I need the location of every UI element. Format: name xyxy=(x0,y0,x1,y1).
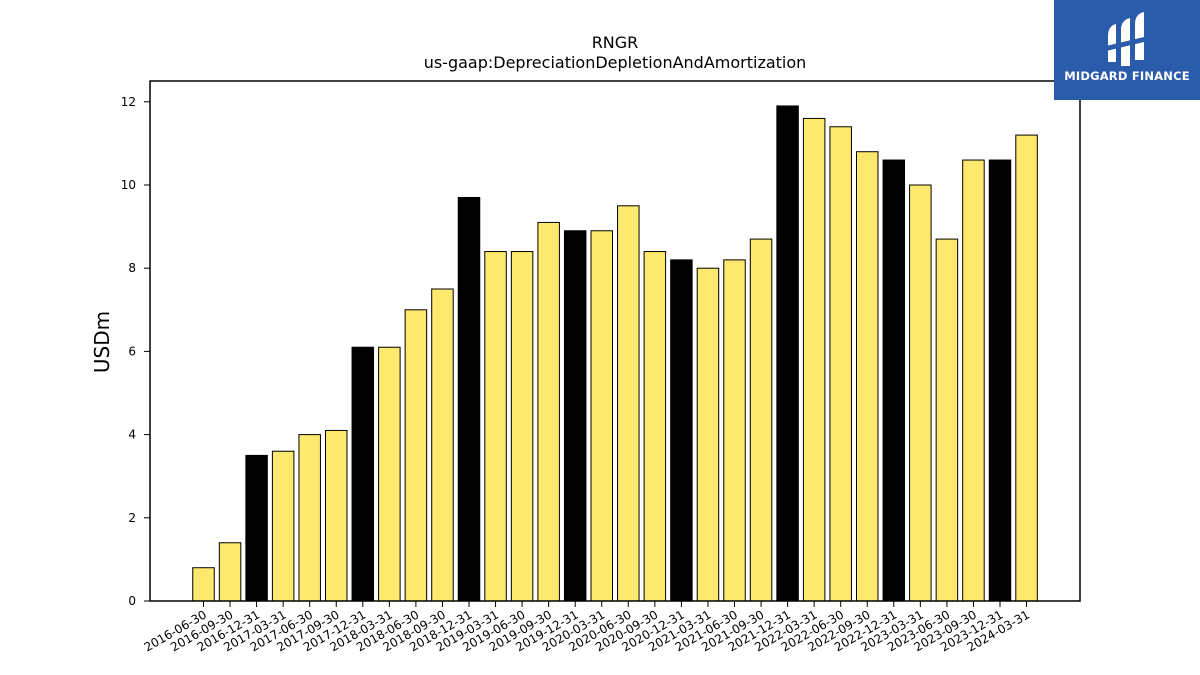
y-tick-label: 6 xyxy=(128,344,136,358)
y-tick-label: 4 xyxy=(128,428,136,442)
bar-2019-09-30 xyxy=(537,221,560,602)
bar-2021-06-30 xyxy=(723,259,746,602)
y-tick-label: 8 xyxy=(128,261,136,275)
y-tick-label: 2 xyxy=(128,511,136,525)
bar-2020-03-31 xyxy=(590,230,613,602)
bar-2024-03-31 xyxy=(1015,134,1038,602)
bar-2018-03-31 xyxy=(378,346,401,602)
x-axis: 2016-06-302016-09-302016-12-312017-03-31… xyxy=(142,601,1032,654)
bar-2017-09-30 xyxy=(325,429,348,602)
bars-group xyxy=(192,105,1038,602)
logo-text: MIDGARD FINANCE xyxy=(1064,69,1190,83)
bar-2021-03-31 xyxy=(696,267,720,602)
plot-frame xyxy=(149,80,1081,602)
bar-2019-03-31 xyxy=(484,251,507,602)
bar-2022-09-30 xyxy=(856,151,879,602)
bar-2018-12-31 xyxy=(457,196,481,602)
bar-2016-09-30 xyxy=(218,542,242,602)
bar-2018-06-30 xyxy=(404,309,428,602)
bar-2021-12-31 xyxy=(776,105,799,602)
chart-subtitle: us-gaap:DepreciationDepletionAndAmortiza… xyxy=(424,53,807,72)
y-tick-label: 0 xyxy=(128,594,136,608)
midgard-logo-icon xyxy=(1106,12,1148,66)
y-tick-label: 12 xyxy=(121,95,136,109)
bar-2023-09-30 xyxy=(962,159,985,602)
bar-2017-06-30 xyxy=(298,434,321,602)
bar-2018-09-30 xyxy=(431,288,454,602)
bar-2020-12-31 xyxy=(670,259,693,602)
bar-2020-06-30 xyxy=(617,205,640,602)
bar-2023-06-30 xyxy=(935,238,959,602)
bar-2017-03-31 xyxy=(271,450,295,602)
bar-2022-06-30 xyxy=(829,126,852,602)
bar-2021-09-30 xyxy=(749,238,773,602)
bar-2023-03-31 xyxy=(909,184,932,602)
bar-2017-12-31 xyxy=(351,346,375,602)
bar-2022-03-31 xyxy=(802,117,826,602)
bar-2019-12-31 xyxy=(563,230,587,602)
bar-2019-06-30 xyxy=(510,251,534,602)
y-axis-label: USDm xyxy=(90,311,114,373)
y-axis: 0 2 4 6 8 10 12 xyxy=(121,95,150,608)
bar-2022-12-31 xyxy=(882,159,906,602)
bar-2020-09-30 xyxy=(643,251,667,602)
bar-2023-12-31 xyxy=(988,159,1012,602)
bar-2016-12-31 xyxy=(245,454,268,602)
y-tick-label: 10 xyxy=(121,178,136,192)
midgard-logo: MIDGARD FINANCE xyxy=(1054,0,1200,100)
bar-2016-06-30 xyxy=(192,567,215,602)
chart-title: RNGR xyxy=(592,33,639,52)
